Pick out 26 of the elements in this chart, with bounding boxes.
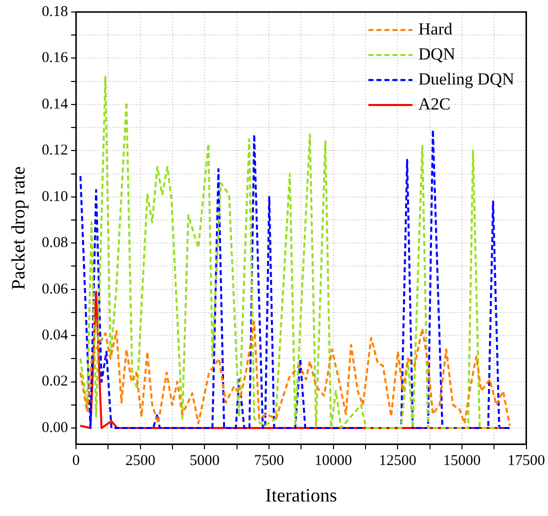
y-tick-label: 0.18 [42, 4, 68, 20]
x-axis-title: Iterations [265, 486, 338, 507]
x-tick-label: 5000 [190, 453, 220, 470]
line-series [79, 320, 511, 427]
y-axis-title: Packet drop rate [8, 166, 30, 290]
x-tick-label: 10000 [314, 453, 352, 470]
legend-label: DQN [418, 44, 456, 64]
x-tick-label: 12500 [378, 453, 416, 470]
y-tick-label: 0.16 [42, 50, 69, 66]
y-tick-label: 0.08 [42, 235, 68, 252]
x-tick-label: 0 [72, 453, 80, 470]
x-tick-label: 2500 [125, 453, 156, 470]
y-tick-label: 0.10 [42, 188, 68, 205]
x-tick-label: 15000 [443, 453, 481, 470]
y-tick-label: 0.00 [42, 420, 68, 436]
legend-label: Hard [418, 19, 453, 38]
y-tick-label: 0.02 [42, 374, 68, 390]
x-tick-label: 17500 [508, 453, 545, 470]
legend-label: A2C [418, 94, 451, 114]
y-tick-label: 0.04 [42, 328, 69, 344]
x-tick-label: 7500 [254, 453, 284, 470]
y-tick-label: 0.14 [42, 96, 69, 112]
y-tick-label: 0.06 [42, 281, 69, 298]
legend-label: Dueling DQN [418, 69, 514, 88]
line-series [79, 128, 512, 430]
y-tick-label: 0.12 [42, 142, 68, 159]
